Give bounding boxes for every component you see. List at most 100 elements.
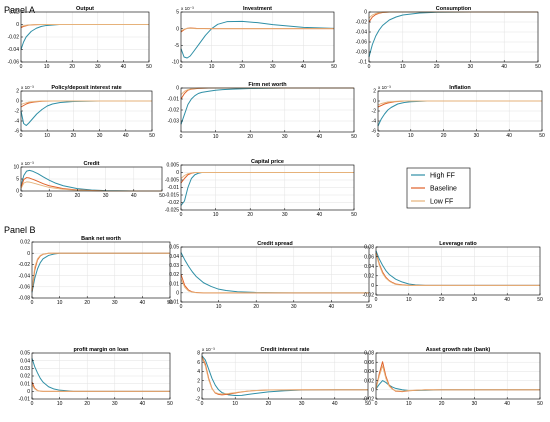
subplot-5: 0 10 20 30 40 50 -0.03 -0.02 -0.01 0 Firm net wort… <box>168 82 357 140</box>
x-tick-label: 10 <box>400 64 406 70</box>
x-tick-label: 20 <box>441 133 447 139</box>
series-line-high-ff <box>368 11 538 58</box>
x-tick-label: 0 <box>180 134 183 140</box>
x-tick-label: 40 <box>332 401 338 407</box>
y-tick-label: -0.04 <box>8 47 20 53</box>
y-tick-label: 4 <box>197 369 200 375</box>
series-line-low-ff <box>377 100 542 106</box>
y-tick-label: -0.06 <box>8 60 20 66</box>
y-tick-label: -2 <box>15 109 20 115</box>
x-tick-label: 10 <box>213 134 219 140</box>
x-tick-label: 50 <box>535 64 541 70</box>
y-tick-label: 0 <box>27 389 30 395</box>
x-tick-label: 0 <box>31 300 34 306</box>
x-tick-label: 40 <box>506 133 512 139</box>
y-tick-label: 0.01 <box>20 381 30 387</box>
y-tick-label: 0.04 <box>364 369 374 375</box>
subplot-title: Bank net worth <box>81 236 121 242</box>
subplot-title: Credit spread <box>257 241 292 247</box>
series-line-high-ff <box>20 100 152 126</box>
series-line-baseline <box>180 172 354 184</box>
legend-label-high-ff: High FF <box>430 173 455 180</box>
y-tick-label: 10 <box>13 165 19 171</box>
x-tick-label: 10 <box>216 304 222 310</box>
y-tick-label: 5 <box>16 177 19 183</box>
series-line-low-ff <box>31 252 170 291</box>
x-tick-label: 20 <box>247 134 253 140</box>
series-line-low-ff <box>201 357 368 395</box>
y-tick-label: -6 <box>372 129 377 135</box>
x-tick-label: 50 <box>539 133 545 139</box>
x-tick-label: 30 <box>270 64 276 70</box>
y-tick-label: 0.04 <box>364 264 374 270</box>
y-tick-label: 0.02 <box>20 240 30 246</box>
x-tick-label: 20 <box>439 401 445 407</box>
x-tick-label: 50 <box>537 401 543 407</box>
y-tick-label: 0.04 <box>20 358 30 364</box>
y-tick-label: 6 <box>197 360 200 366</box>
x-tick-label: 40 <box>317 134 323 140</box>
series-line-baseline <box>31 252 170 292</box>
x-tick-label: 50 <box>351 134 357 140</box>
x-tick-label: 20 <box>84 300 90 306</box>
x-tick-label: 30 <box>112 300 118 306</box>
plot-frame <box>368 11 539 63</box>
x-tick-label: 30 <box>291 304 297 310</box>
legend-label-low-ff: Low FF <box>430 199 453 206</box>
y-tick-label: -0.04 <box>356 30 368 36</box>
y-tick-label: -0.01 <box>168 185 180 191</box>
series-line-high-ff <box>180 87 354 125</box>
series-line-high-ff <box>31 358 170 392</box>
y-tick-label: 0 <box>176 86 179 92</box>
y-tick-label: 0.08 <box>364 245 374 251</box>
y-tick-label: 0 <box>16 189 19 195</box>
y-tick-label: 0 <box>176 170 179 176</box>
x-tick-label: 40 <box>329 304 335 310</box>
y-tick-label: 0.02 <box>20 374 30 380</box>
y-tick-label: -4 <box>372 119 377 125</box>
y-tick-label: -0.08 <box>19 296 31 302</box>
y-tick-label: -6 <box>15 129 20 135</box>
subplot-1: 0 10 20 30 40 50 -0.06 -0.04 -0.02 0 0.02 Output <box>8 6 152 70</box>
series-line-low-ff <box>368 11 538 19</box>
subplot-3: 0 10 20 30 40 50 -0.1 -0.08 -0.06 -0.04 -0.02 0 Cons… <box>356 6 541 70</box>
y-tick-label: 0.05 <box>20 351 30 357</box>
x-tick-label: 20 <box>84 401 90 407</box>
x-tick-label: 50 <box>365 401 371 407</box>
x-tick-label: 30 <box>472 297 478 303</box>
x-tick-label: 30 <box>299 401 305 407</box>
y-tick-label: 0.005 <box>166 163 179 169</box>
subplot-title: Firm net worth <box>248 82 287 88</box>
x-tick-label: 0 <box>20 193 23 199</box>
subplot-10: 0 10 20 30 40 50-0.0100.010.020.030.040.05Cre… <box>168 241 372 310</box>
y-tick-label: 0.02 <box>9 10 19 16</box>
y-tick-label: 0.06 <box>364 254 374 260</box>
y-tick-label: 0.03 <box>169 263 179 269</box>
x-tick-label: 20 <box>253 304 259 310</box>
x-tick-label: 40 <box>140 401 146 407</box>
y-tick-label: 0.05 <box>169 245 179 251</box>
x-tick-label: 10 <box>44 133 50 139</box>
y-tick-label: 0.02 <box>169 272 179 278</box>
y-tick-label: -0.02 <box>363 397 375 403</box>
y-tick-label: -10 <box>172 60 179 66</box>
y-tick-label: 0 <box>27 251 30 257</box>
y-tick-label: -5 <box>175 43 180 49</box>
y-tick-label: -0.015 <box>165 193 179 199</box>
series-line-low-ff <box>180 172 354 179</box>
y-tick-label: -0.06 <box>19 285 31 291</box>
x-tick-label: 0 <box>180 64 183 70</box>
subplot-2: 0 10 20 30 40 50 -10 -5 0 5 Investment x 10⁻³ <box>172 6 337 70</box>
x-tick-label: 20 <box>75 193 81 199</box>
x-tick-label: 0 <box>375 297 378 303</box>
x-tick-label: 20 <box>266 401 272 407</box>
y-tick-label: 0.06 <box>364 360 374 366</box>
y-tick-label: -0.02 <box>168 108 180 114</box>
y-tick-label: 0 <box>16 22 19 28</box>
y-tick-label: -0.08 <box>356 50 368 56</box>
y-axis-exponent: x 10⁻³ <box>181 6 194 11</box>
series-line-low-ff <box>31 384 170 392</box>
y-tick-label: -0.1 <box>358 60 367 66</box>
